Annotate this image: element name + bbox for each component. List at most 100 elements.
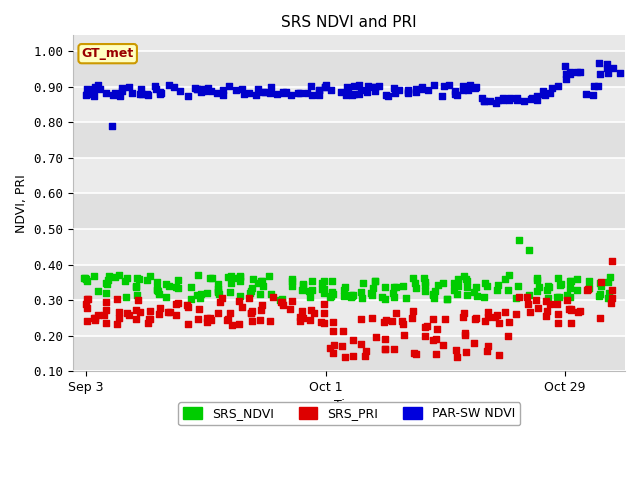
- Point: [152, 286, 162, 293]
- Point: [589, 83, 599, 90]
- Point: [137, 90, 147, 98]
- Point: [114, 314, 124, 322]
- Point: [408, 274, 418, 282]
- Point: [116, 84, 127, 92]
- Point: [294, 317, 305, 325]
- Point: [253, 85, 264, 93]
- Point: [124, 311, 134, 318]
- Point: [317, 285, 328, 293]
- Point: [553, 311, 563, 318]
- Point: [314, 91, 324, 99]
- Point: [169, 84, 179, 91]
- Bar: [73, 158, 625, 193]
- Point: [565, 70, 575, 78]
- Point: [565, 306, 575, 314]
- Point: [363, 82, 373, 90]
- Point: [608, 64, 618, 72]
- Point: [492, 311, 502, 319]
- Point: [524, 291, 534, 299]
- Point: [175, 87, 186, 95]
- Point: [79, 274, 89, 281]
- Point: [545, 89, 556, 97]
- Point: [155, 304, 165, 312]
- Point: [428, 336, 438, 344]
- Point: [93, 288, 103, 295]
- Point: [319, 309, 329, 316]
- Point: [296, 286, 307, 293]
- Point: [411, 85, 421, 93]
- Bar: [73, 87, 625, 122]
- Point: [131, 282, 141, 289]
- Point: [81, 304, 92, 312]
- Point: [93, 81, 103, 89]
- Point: [212, 280, 223, 288]
- Point: [595, 71, 605, 78]
- Point: [399, 331, 409, 339]
- Point: [492, 286, 502, 294]
- Point: [248, 275, 258, 283]
- Point: [349, 90, 360, 98]
- Point: [255, 277, 266, 285]
- Point: [154, 311, 164, 318]
- Point: [566, 277, 576, 285]
- Point: [182, 92, 193, 99]
- Point: [156, 89, 166, 96]
- Point: [268, 293, 278, 301]
- Point: [356, 340, 366, 348]
- Point: [266, 83, 276, 91]
- Point: [337, 342, 347, 350]
- Point: [131, 284, 141, 291]
- Point: [164, 308, 175, 316]
- Point: [244, 294, 255, 302]
- Point: [533, 305, 543, 312]
- Point: [320, 83, 330, 91]
- Point: [319, 300, 330, 308]
- Point: [471, 283, 481, 291]
- Point: [328, 327, 338, 335]
- Point: [161, 280, 172, 288]
- Point: [462, 291, 472, 299]
- Point: [328, 341, 339, 349]
- Point: [450, 90, 460, 97]
- Point: [227, 273, 237, 280]
- Point: [82, 295, 92, 302]
- Point: [500, 275, 510, 283]
- Point: [420, 278, 430, 286]
- Point: [387, 317, 397, 325]
- Point: [523, 300, 533, 308]
- Point: [408, 307, 419, 315]
- Bar: [73, 264, 625, 300]
- Point: [152, 286, 162, 294]
- Point: [342, 88, 353, 96]
- Point: [161, 293, 171, 301]
- Point: [605, 294, 615, 301]
- Bar: [73, 336, 625, 371]
- Point: [88, 92, 99, 99]
- Point: [164, 282, 175, 289]
- Point: [132, 274, 142, 282]
- Point: [511, 96, 522, 104]
- Point: [389, 84, 399, 92]
- Point: [438, 341, 448, 349]
- Point: [380, 345, 390, 352]
- Point: [255, 316, 266, 324]
- Point: [205, 316, 216, 324]
- Point: [172, 312, 182, 319]
- Point: [150, 82, 161, 90]
- Point: [470, 315, 480, 323]
- Point: [593, 292, 604, 300]
- Point: [89, 85, 99, 93]
- Point: [327, 276, 337, 284]
- Point: [388, 283, 399, 291]
- Point: [142, 90, 152, 97]
- Point: [552, 82, 563, 89]
- Point: [511, 94, 522, 102]
- Point: [362, 88, 372, 96]
- Point: [485, 97, 495, 105]
- Point: [554, 293, 564, 301]
- Point: [472, 292, 482, 300]
- Point: [214, 290, 224, 298]
- Point: [192, 85, 202, 93]
- Point: [192, 291, 202, 299]
- Point: [407, 314, 417, 322]
